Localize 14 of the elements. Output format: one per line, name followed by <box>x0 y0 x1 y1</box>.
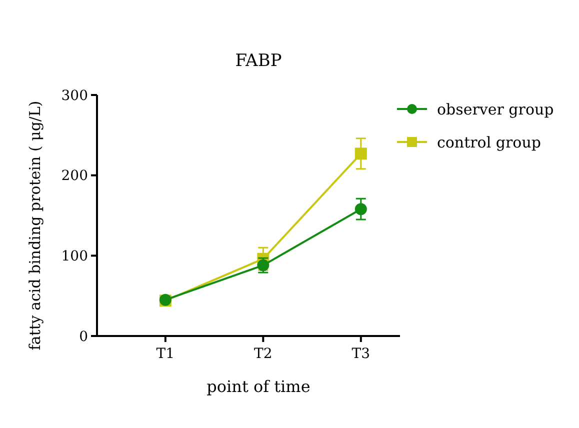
legend-label: control group <box>437 133 541 152</box>
point <box>354 203 367 216</box>
y-tick-label: 300 <box>61 88 88 104</box>
y-axis-title: fatty acid binding protein ( μg/L) <box>26 100 44 350</box>
chart-title: FABP <box>235 51 282 71</box>
x-tick-label: T3 <box>352 346 370 362</box>
y-tick-label: 100 <box>61 248 88 265</box>
x-tick-label: T1 <box>156 346 175 362</box>
legend-label: observer group <box>437 100 554 118</box>
y-tick-label: 0 <box>79 328 88 345</box>
x-tick-label: T2 <box>254 346 272 362</box>
x-axis-title: point of time <box>206 377 310 396</box>
y-tick-label: 200 <box>61 168 88 184</box>
point <box>354 148 367 160</box>
